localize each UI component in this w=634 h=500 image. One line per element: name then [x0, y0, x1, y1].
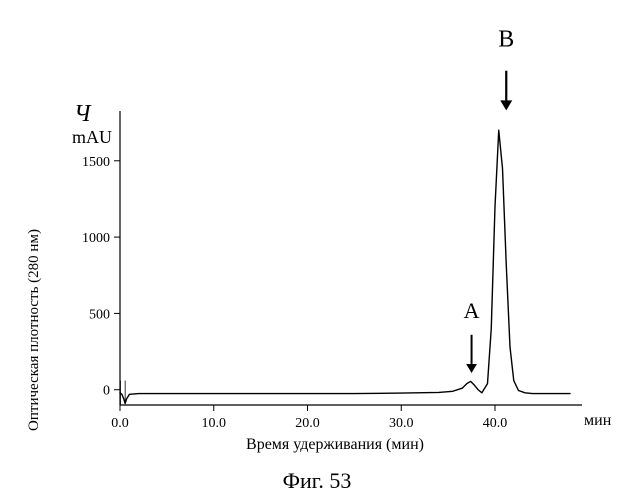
y-tick-label: 0: [103, 384, 110, 399]
y-tick-label: 1000: [82, 231, 110, 246]
y-tick-label: 500: [89, 307, 110, 322]
x-tick-label: 0.0: [111, 416, 129, 431]
annotation-label-B: B: [498, 26, 514, 52]
annotation-arrowhead-A: [466, 364, 477, 373]
y-tick-label: 1500: [82, 155, 110, 170]
x-tick-label: 30.0: [389, 416, 414, 431]
chromatogram-chart: 0 500 1000 1500 0.0 10.0 20.0 30.0 40.0 Оптическа…: [0, 0, 634, 470]
figure-container: { "figure": { "caption": "Фиг. 53", "cap…: [0, 0, 634, 500]
x-axis-unit: мин: [584, 412, 612, 429]
series-chromatogram: [120, 130, 570, 403]
x-tick-label: 40.0: [483, 416, 508, 431]
figure-caption-text: Фиг. 53: [283, 468, 352, 493]
x-tick-label: 10.0: [202, 416, 227, 431]
y-axis-script-mark: Ч: [74, 101, 92, 127]
x-axis-label: Время удерживания (мин): [246, 436, 424, 453]
annotation-arrowhead-B: [500, 100, 512, 110]
x-tick-label: 20.0: [295, 416, 320, 431]
y-axis-unit: mAU: [72, 127, 112, 147]
annotation-label-A: A: [464, 298, 480, 323]
figure-caption: Фиг. 53: [0, 468, 634, 494]
y-axis-label: Оптическая плотность (280 нм): [26, 229, 42, 431]
